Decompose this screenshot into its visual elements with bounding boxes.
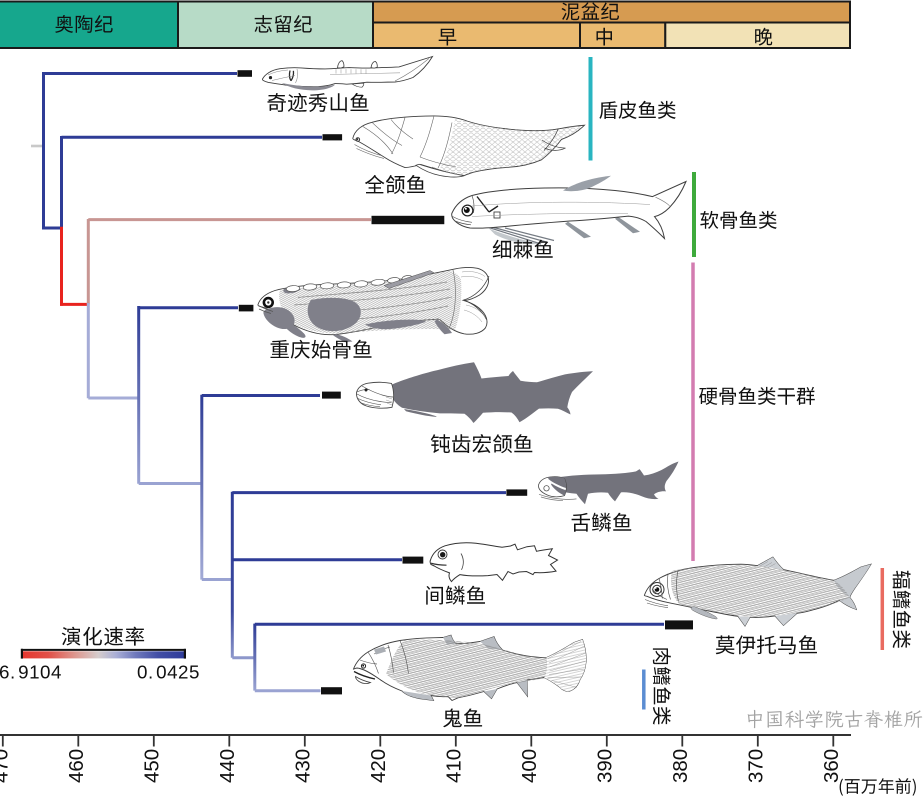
svg-text:460: 460: [65, 749, 88, 783]
svg-text:390: 390: [593, 749, 616, 783]
svg-text:420: 420: [367, 749, 390, 783]
svg-text:6.9104: 6. 9104: [0, 661, 62, 682]
svg-text:430: 430: [291, 749, 314, 783]
svg-text:360: 360: [820, 749, 843, 783]
svg-text:370: 370: [744, 749, 767, 783]
svg-text:450: 450: [140, 749, 163, 783]
svg-text:440: 440: [216, 749, 239, 783]
svg-text:400: 400: [518, 749, 541, 783]
svg-text:0.0425: 0. 0425: [137, 661, 200, 682]
svg-text:380: 380: [669, 749, 692, 783]
svg-text:410: 410: [442, 749, 465, 783]
svg-text:470: 470: [0, 749, 12, 783]
